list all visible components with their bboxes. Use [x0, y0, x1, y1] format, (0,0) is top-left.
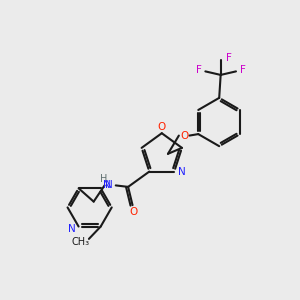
- Text: H: H: [100, 174, 107, 184]
- Text: N: N: [103, 180, 111, 190]
- Text: N: N: [178, 167, 185, 177]
- Text: F: F: [226, 53, 232, 63]
- Text: CH₃: CH₃: [72, 237, 90, 248]
- Text: F: F: [239, 65, 245, 75]
- Text: O: O: [158, 122, 166, 132]
- Text: N: N: [105, 180, 113, 190]
- Text: O: O: [130, 207, 138, 217]
- Text: N: N: [68, 224, 76, 235]
- Text: F: F: [196, 65, 202, 75]
- Text: O: O: [180, 130, 188, 141]
